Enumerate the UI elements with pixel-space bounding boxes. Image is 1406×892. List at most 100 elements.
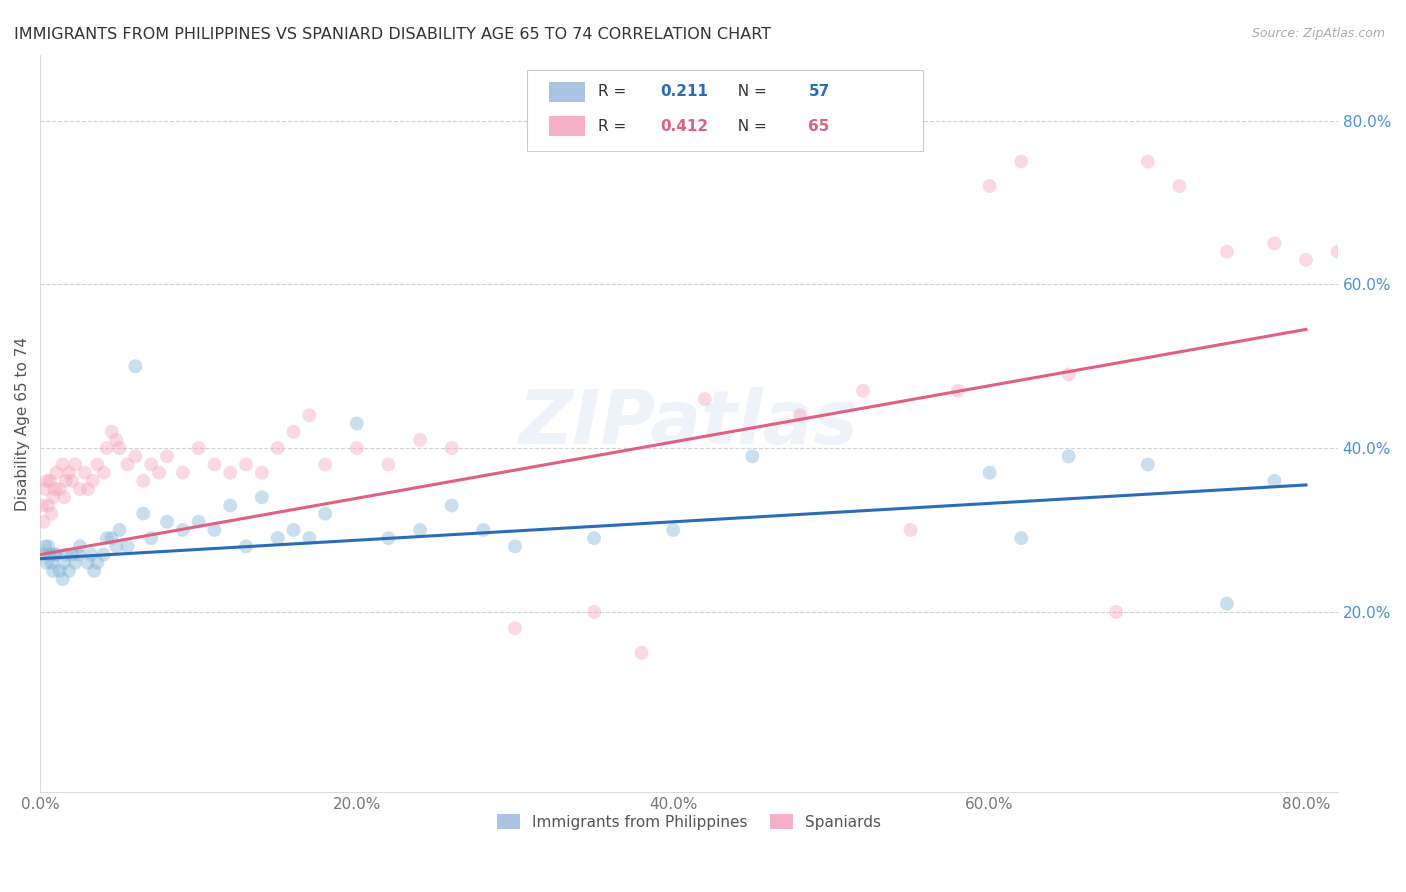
- Point: [83, 564, 105, 578]
- Point: [583, 605, 606, 619]
- Point: [946, 384, 969, 398]
- Text: 65: 65: [808, 119, 830, 134]
- Point: [124, 359, 146, 374]
- Point: [86, 458, 108, 472]
- Y-axis label: Disability Age 65 to 74: Disability Age 65 to 74: [15, 336, 30, 510]
- Point: [96, 531, 118, 545]
- Point: [32, 515, 55, 529]
- Point: [235, 458, 257, 472]
- Point: [38, 474, 60, 488]
- Point: [409, 523, 432, 537]
- Point: [156, 450, 179, 464]
- Text: 0.412: 0.412: [661, 119, 709, 134]
- Point: [37, 499, 59, 513]
- Point: [80, 548, 103, 562]
- Point: [41, 507, 63, 521]
- Point: [32, 548, 55, 562]
- Point: [41, 556, 63, 570]
- Text: N =: N =: [728, 119, 772, 134]
- Point: [250, 466, 273, 480]
- Point: [141, 458, 163, 472]
- Point: [31, 499, 53, 513]
- Text: 0.211: 0.211: [661, 84, 709, 99]
- Point: [63, 458, 86, 472]
- Point: [1263, 474, 1285, 488]
- Text: Source: ZipAtlas.com: Source: ZipAtlas.com: [1251, 27, 1385, 40]
- Point: [55, 474, 77, 488]
- Point: [108, 441, 131, 455]
- Point: [45, 466, 67, 480]
- Point: [1057, 368, 1080, 382]
- Point: [172, 523, 194, 537]
- Point: [34, 540, 56, 554]
- Point: [377, 531, 399, 545]
- Text: IMMIGRANTS FROM PHILIPPINES VS SPANIARD DISABILITY AGE 65 TO 74 CORRELATION CHAR: IMMIGRANTS FROM PHILIPPINES VS SPANIARD …: [14, 27, 770, 42]
- Point: [204, 523, 226, 537]
- FancyBboxPatch shape: [548, 116, 585, 136]
- Point: [377, 458, 399, 472]
- Point: [219, 499, 242, 513]
- Point: [51, 572, 73, 586]
- Point: [58, 466, 80, 480]
- Text: 57: 57: [808, 84, 830, 99]
- Point: [105, 433, 128, 447]
- Point: [1010, 154, 1032, 169]
- Point: [409, 433, 432, 447]
- FancyBboxPatch shape: [548, 81, 585, 102]
- Point: [503, 540, 526, 554]
- Point: [314, 458, 336, 472]
- Point: [979, 466, 1001, 480]
- Point: [35, 474, 58, 488]
- Point: [283, 523, 305, 537]
- Point: [187, 441, 209, 455]
- Point: [1010, 531, 1032, 545]
- Point: [1057, 450, 1080, 464]
- Point: [298, 409, 321, 423]
- Point: [69, 540, 91, 554]
- Point: [37, 540, 59, 554]
- Point: [67, 548, 90, 562]
- Point: [298, 531, 321, 545]
- Point: [314, 507, 336, 521]
- Point: [187, 515, 209, 529]
- Point: [86, 556, 108, 570]
- Point: [346, 417, 368, 431]
- Point: [34, 482, 56, 496]
- Point: [42, 564, 65, 578]
- Point: [124, 450, 146, 464]
- Point: [117, 458, 139, 472]
- Point: [156, 515, 179, 529]
- Point: [45, 548, 67, 562]
- Point: [267, 531, 290, 545]
- Point: [440, 441, 463, 455]
- Point: [44, 548, 66, 562]
- Point: [48, 482, 70, 496]
- Text: R =: R =: [598, 84, 631, 99]
- Point: [900, 523, 922, 537]
- Point: [148, 466, 170, 480]
- Point: [346, 441, 368, 455]
- Point: [267, 441, 290, 455]
- Point: [132, 474, 155, 488]
- Point: [1216, 597, 1239, 611]
- Legend: Immigrants from Philippines, Spaniards: Immigrants from Philippines, Spaniards: [491, 807, 887, 836]
- Point: [132, 507, 155, 521]
- Point: [172, 466, 194, 480]
- Point: [250, 490, 273, 504]
- Point: [1105, 605, 1128, 619]
- Point: [630, 646, 652, 660]
- Point: [741, 450, 763, 464]
- Point: [117, 540, 139, 554]
- Point: [105, 540, 128, 554]
- Point: [979, 179, 1001, 194]
- Point: [1295, 252, 1317, 267]
- Point: [48, 564, 70, 578]
- Point: [93, 548, 115, 562]
- Point: [100, 425, 122, 439]
- Point: [69, 482, 91, 496]
- Point: [58, 564, 80, 578]
- Point: [1136, 154, 1159, 169]
- Point: [472, 523, 495, 537]
- Point: [141, 531, 163, 545]
- Point: [503, 621, 526, 635]
